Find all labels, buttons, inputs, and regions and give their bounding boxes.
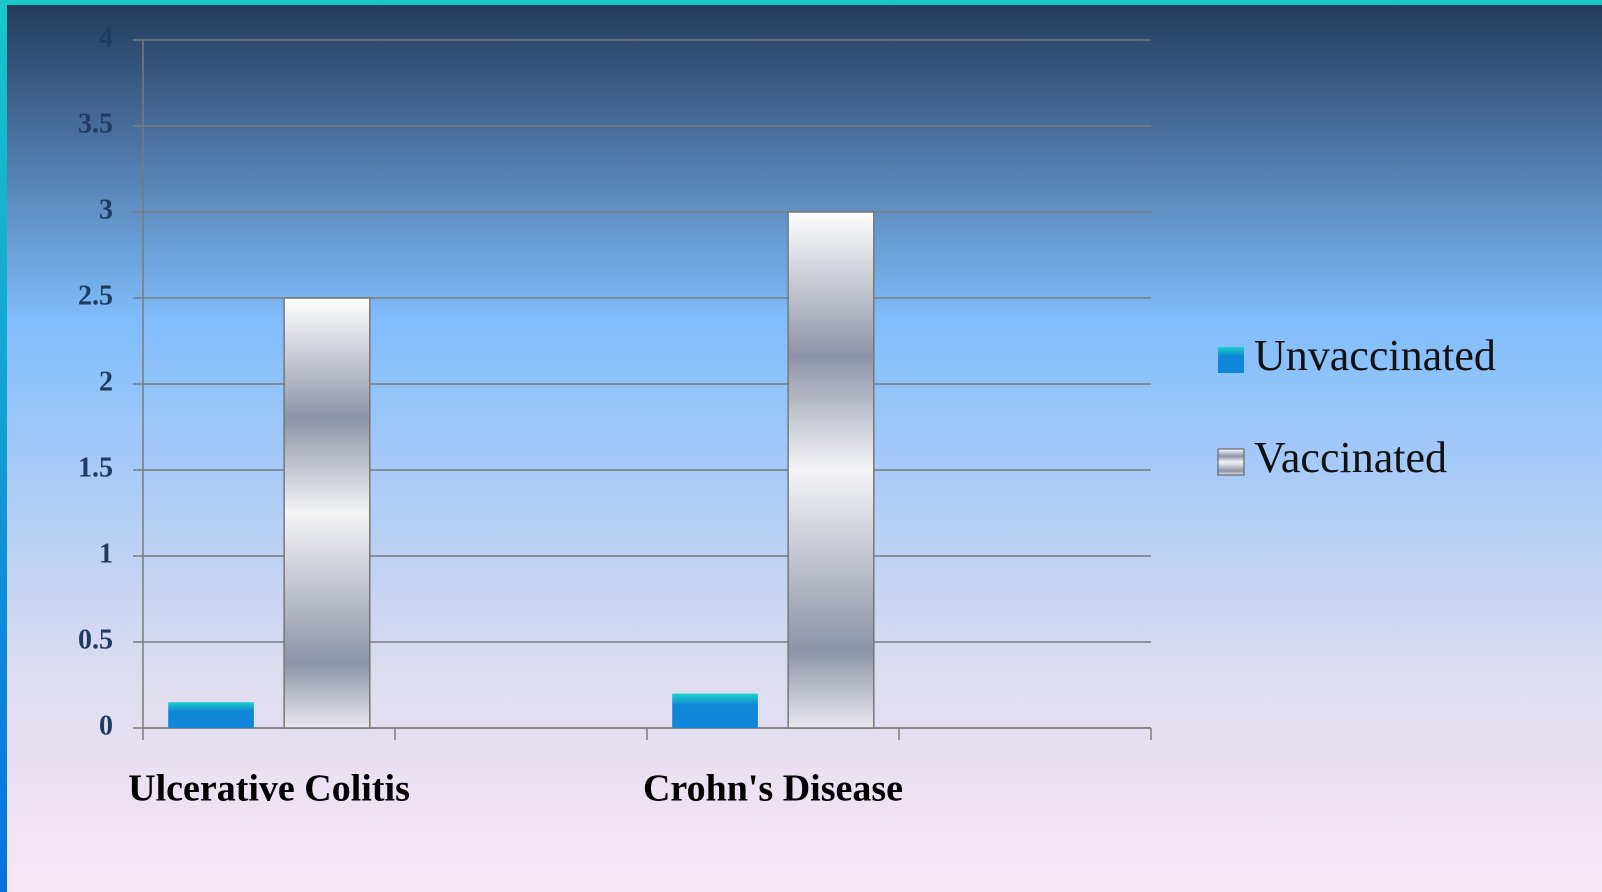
y-tick-label: 3.5 — [78, 108, 113, 139]
top-edge — [0, 0, 1602, 5]
y-tick-label: 3 — [99, 194, 113, 225]
y-tick-label: 1 — [99, 538, 113, 569]
legend-swatch — [1218, 347, 1244, 373]
y-tick-label: 0 — [99, 710, 113, 741]
bar — [283, 297, 371, 729]
bar — [168, 702, 254, 728]
y-tick-label: 1.5 — [78, 452, 113, 483]
y-tick-label: 4 — [99, 22, 113, 53]
legend-swatch — [1217, 448, 1245, 476]
x-tick-label: Crohn's Disease — [643, 768, 903, 810]
y-tick-label: 0.5 — [78, 624, 113, 655]
bar — [672, 693, 758, 728]
left-edge — [0, 0, 7, 892]
y-tick-label: 2.5 — [78, 280, 113, 311]
legend-label: Unvaccinated — [1254, 331, 1496, 380]
y-tick-label: 2 — [99, 366, 113, 397]
x-tick-label: Ulcerative Colitis — [128, 768, 410, 810]
legend-label: Vaccinated — [1254, 433, 1447, 482]
bar — [787, 211, 875, 729]
